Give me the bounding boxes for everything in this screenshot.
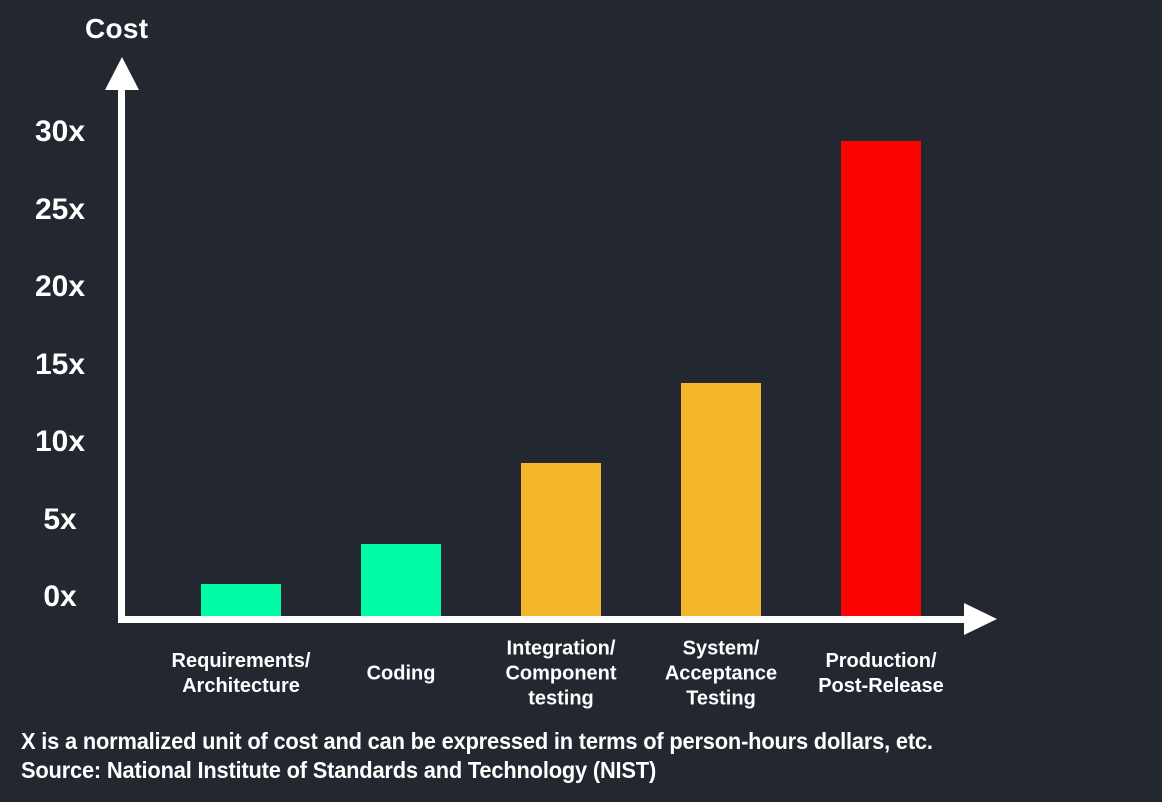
bar-3	[681, 383, 761, 616]
category-label-3: System/ Acceptance Testing	[664, 637, 778, 710]
category-label-0: Requirements/ Architecture	[171, 650, 311, 697]
y-tick-label-25x: 25x	[34, 193, 86, 226]
category-label-4: Production/ Post-Release	[818, 650, 944, 697]
bar-4	[841, 141, 921, 616]
bar-0	[201, 584, 281, 616]
y-tick-label-30x: 30x	[34, 115, 86, 148]
footnote-line-1: X is a normalized unit of cost and can b…	[21, 728, 933, 754]
category-label-1: Coding	[366, 662, 436, 685]
y-tick-label-15x: 15x	[34, 348, 86, 381]
y-tick-label-20x: 20x	[34, 270, 86, 303]
category-label-2: Integration/ Component testing	[505, 637, 617, 710]
bar-1	[361, 544, 441, 616]
footnote: X is a normalized unit of cost and can b…	[21, 727, 933, 785]
y-tick-label-5x: 5x	[43, 503, 77, 536]
y-tick-label-0x: 0x	[43, 580, 77, 613]
bar-2	[521, 463, 601, 616]
y-tick-label-10x: 10x	[34, 425, 86, 458]
x-axis-arrowhead-icon	[964, 603, 997, 635]
footnote-line-2: Source: National Institute of Standards …	[21, 757, 657, 783]
y-axis-line	[118, 85, 125, 623]
y-axis-arrowhead-icon	[105, 57, 139, 90]
y-axis-title: Cost	[85, 13, 149, 44]
x-axis-line	[118, 616, 968, 623]
